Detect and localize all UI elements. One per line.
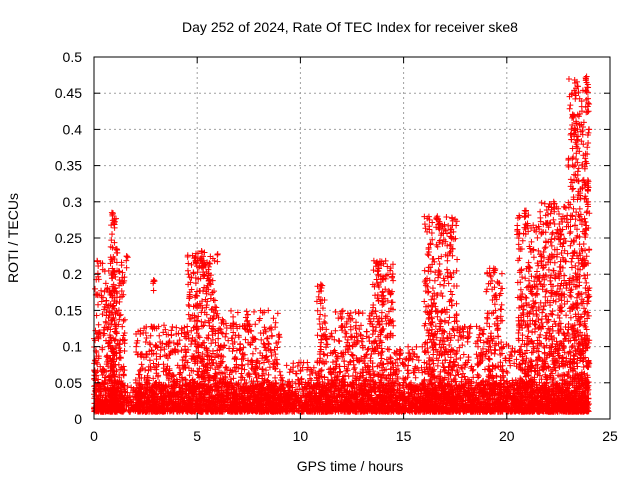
data-point <box>98 298 105 305</box>
data-point <box>173 324 180 331</box>
data-point <box>304 359 311 366</box>
data-point <box>182 343 189 350</box>
data-point <box>249 350 256 357</box>
data-point <box>92 285 99 292</box>
data-point <box>195 313 202 320</box>
data-point <box>94 258 101 265</box>
data-point <box>157 347 164 354</box>
data-point <box>146 357 153 364</box>
data-point <box>363 351 370 358</box>
data-point <box>316 315 323 322</box>
data-point <box>205 335 212 342</box>
data-point <box>237 341 244 348</box>
data-point <box>133 343 140 350</box>
data-point <box>101 330 108 337</box>
data-point <box>215 335 222 342</box>
data-point <box>243 308 250 315</box>
data-point <box>242 336 249 343</box>
data-point <box>91 388 98 395</box>
data-point <box>283 362 290 369</box>
data-point <box>349 315 356 322</box>
data-point <box>252 321 259 328</box>
data-point <box>265 341 272 348</box>
data-point <box>95 301 102 308</box>
data-point <box>321 312 328 319</box>
data-point <box>150 360 157 367</box>
data-point <box>317 343 324 350</box>
data-point <box>168 327 175 334</box>
data-point <box>197 287 204 294</box>
data-point <box>229 348 236 355</box>
data-point <box>109 231 116 238</box>
data-point <box>347 309 354 316</box>
data-point <box>193 330 200 337</box>
data-point <box>274 310 281 317</box>
data-point <box>222 364 229 371</box>
data-point <box>153 343 160 350</box>
data-point <box>214 258 221 265</box>
chart-title: Day 252 of 2024, Rate Of TEC Index for r… <box>182 19 518 35</box>
data-point <box>266 325 273 332</box>
data-point <box>156 332 163 339</box>
data-point <box>276 331 283 338</box>
data-point <box>142 339 149 346</box>
data-point <box>161 322 168 329</box>
data-point <box>184 329 191 336</box>
data-point <box>272 324 279 331</box>
data-point <box>353 319 360 326</box>
data-point <box>195 332 202 339</box>
data-point <box>186 315 193 322</box>
data-point <box>95 321 102 328</box>
data-point <box>351 364 358 371</box>
data-point <box>286 369 293 376</box>
data-point <box>251 308 258 315</box>
data-point <box>228 307 235 314</box>
data-point <box>129 388 136 395</box>
data-point <box>120 317 127 324</box>
data-point <box>230 313 237 320</box>
data-point <box>146 340 153 347</box>
data-point <box>93 312 100 319</box>
data-point <box>238 362 245 369</box>
data-point <box>169 323 176 330</box>
data-point <box>276 368 283 375</box>
data-point <box>210 296 217 303</box>
data-point <box>268 326 275 333</box>
data-point <box>147 341 154 348</box>
data-point <box>112 329 119 336</box>
data-point <box>275 332 282 339</box>
data-point <box>272 374 279 381</box>
data-point <box>322 320 329 327</box>
data-point <box>259 366 266 373</box>
data-point <box>314 332 321 339</box>
data-point <box>185 260 192 267</box>
data-point <box>121 316 128 323</box>
data-point <box>184 323 191 330</box>
data-point <box>184 267 191 274</box>
data-point <box>116 298 123 305</box>
data-point <box>201 249 208 256</box>
data-point <box>196 334 203 341</box>
data-point <box>102 280 109 287</box>
data-point <box>214 250 221 257</box>
data-point <box>209 332 216 339</box>
data-point <box>211 288 218 295</box>
data-point <box>223 330 230 337</box>
data-point <box>138 361 145 368</box>
data-point <box>179 356 186 363</box>
data-point <box>212 339 219 346</box>
data-point <box>252 345 259 352</box>
data-points <box>91 73 593 415</box>
data-point <box>207 260 214 267</box>
data-point <box>120 371 127 378</box>
data-point <box>257 330 264 337</box>
